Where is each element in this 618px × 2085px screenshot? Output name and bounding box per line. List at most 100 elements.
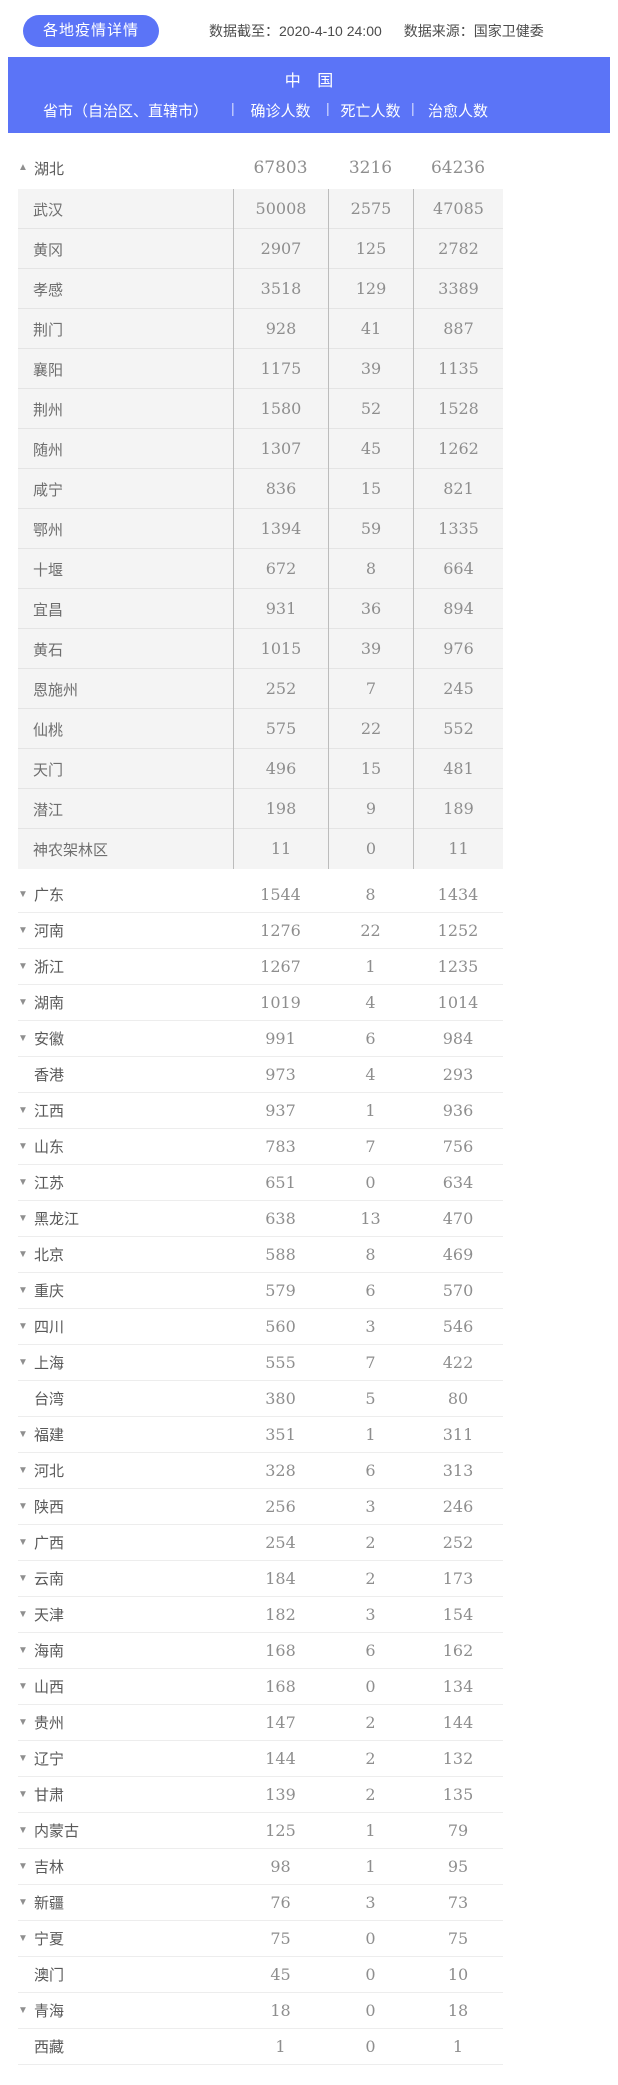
- confirmed-value: 18: [270, 2001, 291, 2020]
- expand-arrow-icon[interactable]: ▼: [18, 1644, 28, 1656]
- expand-arrow-icon[interactable]: ▼: [18, 2004, 28, 2016]
- cured-value: 1: [452, 2037, 464, 2056]
- province-row[interactable]: ▼ 贵州 147 2 144: [18, 1705, 503, 1741]
- province-row[interactable]: ▼ 江西 937 1 936: [18, 1093, 503, 1129]
- expand-arrow-icon[interactable]: ▼: [18, 960, 28, 972]
- province-name: 西藏: [34, 2039, 65, 2056]
- expand-arrow-icon[interactable]: ▼: [18, 1716, 28, 1728]
- province-row[interactable]: ▼ 湖南 1019 4 1014: [18, 985, 503, 1021]
- province-row[interactable]: ▼ 甘肃 139 2 135: [18, 1777, 503, 1813]
- expand-arrow-icon[interactable]: ▼: [18, 1032, 28, 1044]
- cured-value: 976: [413, 629, 503, 669]
- province-row[interactable]: ▼ 天津 182 3 154: [18, 1597, 503, 1633]
- expand-arrow-icon[interactable]: ▼: [18, 1572, 28, 1584]
- province-name: 湖南: [34, 995, 65, 1012]
- cured-value: 189: [413, 789, 503, 829]
- deaths-value: 6: [365, 1029, 376, 1048]
- expand-arrow-icon[interactable]: ▼: [18, 1104, 28, 1116]
- expand-arrow-icon[interactable]: ▼: [18, 924, 28, 936]
- province-row[interactable]: ▼ 辽宁 144 2 132: [18, 1741, 503, 1777]
- province-row[interactable]: ▼ 北京 588 8 469: [18, 1237, 503, 1273]
- cured-value: 821: [413, 469, 503, 509]
- deaths-value: 0: [365, 1677, 376, 1696]
- province-name: 澳门: [34, 1967, 65, 1984]
- province-row[interactable]: ▼ 云南 184 2 173: [18, 1561, 503, 1597]
- province-name: 陕西: [34, 1499, 65, 1516]
- province-row[interactable]: ▼ 上海 555 7 422: [18, 1345, 503, 1381]
- deaths-value: 0: [365, 1173, 376, 1192]
- expand-arrow-icon[interactable]: ▲: [18, 162, 28, 173]
- expand-arrow-icon[interactable]: ▼: [18, 996, 28, 1008]
- province-row[interactable]: ▼ 宁夏 75 0 75: [18, 1921, 503, 1957]
- confirmed-value: 1307: [233, 429, 328, 469]
- province-row[interactable]: ▼ 广东 1544 8 1434: [18, 877, 503, 913]
- province-row[interactable]: ▼ 江苏 651 0 634: [18, 1165, 503, 1201]
- province-row[interactable]: ▼ 青海 18 0 18: [18, 1993, 503, 2029]
- province-row[interactable]: ▼ 河北 328 6 313: [18, 1453, 503, 1489]
- expand-arrow-icon[interactable]: ▼: [18, 1680, 28, 1692]
- province-row[interactable]: ▲ 湖北 67803 3216 64236: [18, 147, 503, 189]
- topbar: 各地疫情详情 数据截至：2020-4-10 24:00 数据来源：国家卫健委: [0, 0, 618, 57]
- deaths-value: 129: [328, 269, 413, 309]
- province-row[interactable]: ▼ 海南 168 6 162: [18, 1633, 503, 1669]
- city-name: 襄阳: [33, 361, 64, 379]
- cured-value: 664: [413, 549, 503, 589]
- expand-arrow-icon[interactable]: ▼: [18, 1824, 28, 1836]
- expand-arrow-icon[interactable]: ▼: [18, 1320, 28, 1332]
- expand-arrow-icon[interactable]: ▼: [18, 1896, 28, 1908]
- province-row: 台湾 380 5 80: [18, 1381, 503, 1417]
- confirmed-value: 1019: [260, 993, 301, 1012]
- confirmed-value: 1: [275, 2037, 286, 2056]
- expand-arrow-icon[interactable]: ▼: [18, 1536, 28, 1548]
- deaths-value: 36: [328, 589, 413, 629]
- expand-arrow-icon[interactable]: ▼: [18, 1500, 28, 1512]
- expand-arrow-icon[interactable]: ▼: [18, 888, 28, 900]
- deaths-value: 15: [328, 749, 413, 789]
- expand-arrow-icon[interactable]: ▼: [18, 1788, 28, 1800]
- province-row[interactable]: ▼ 陕西 256 3 246: [18, 1489, 503, 1525]
- confirmed-value: 588: [265, 1245, 296, 1264]
- deaths-value: 3: [365, 1317, 376, 1336]
- province-row[interactable]: ▼ 浙江 1267 1 1235: [18, 949, 503, 985]
- city-row: 武汉 50008 2575 47085: [18, 189, 503, 229]
- expand-arrow-icon[interactable]: ▼: [18, 1140, 28, 1152]
- expand-arrow-icon[interactable]: ▼: [18, 1356, 28, 1368]
- confirmed-value: 973: [265, 1065, 296, 1084]
- expand-arrow-icon[interactable]: ▼: [18, 1176, 28, 1188]
- province-row[interactable]: ▼ 四川 560 3 546: [18, 1309, 503, 1345]
- province-row[interactable]: ▼ 福建 351 1 311: [18, 1417, 503, 1453]
- expand-arrow-icon[interactable]: ▼: [18, 1752, 28, 1764]
- expand-arrow-icon[interactable]: ▼: [18, 1248, 28, 1260]
- province-row[interactable]: ▼ 内蒙古 125 1 79: [18, 1813, 503, 1849]
- expand-arrow-icon[interactable]: ▼: [18, 1464, 28, 1476]
- province-row[interactable]: ▼ 重庆 579 6 570: [18, 1273, 503, 1309]
- confirmed-value: 2907: [233, 229, 328, 269]
- province-row[interactable]: ▼ 吉林 98 1 95: [18, 1849, 503, 1885]
- city-row: 恩施州 252 7 245: [18, 669, 503, 709]
- expand-arrow-icon[interactable]: ▼: [18, 1212, 28, 1224]
- expand-arrow-icon[interactable]: ▼: [18, 1608, 28, 1620]
- deaths-value: 7: [365, 1137, 376, 1156]
- region-detail-tab[interactable]: 各地疫情详情: [23, 14, 160, 47]
- expand-arrow-icon[interactable]: ▼: [18, 1860, 28, 1872]
- province-row[interactable]: ▼ 新疆 76 3 73: [18, 1885, 503, 1921]
- city-name: 恩施州: [33, 681, 79, 699]
- deaths-value: 8: [365, 1245, 376, 1264]
- province-row: 西藏 1 0 1: [18, 2029, 503, 2065]
- province-row[interactable]: ▼ 黑龙江 638 13 470: [18, 1201, 503, 1237]
- city-name: 荆门: [33, 321, 64, 339]
- hubei-city-subtable: 武汉 50008 2575 47085 黄冈 2907 125 2782 孝感 …: [18, 189, 503, 869]
- confirmed-value: 254: [265, 1533, 296, 1552]
- expand-arrow-icon[interactable]: ▼: [18, 1932, 28, 1944]
- province-row: 香港 973 4 293: [18, 1057, 503, 1093]
- expand-arrow-icon[interactable]: ▼: [18, 1284, 28, 1296]
- province-row[interactable]: ▼ 安徽 991 6 984: [18, 1021, 503, 1057]
- province-row[interactable]: ▼ 河南 1276 22 1252: [18, 913, 503, 949]
- expand-arrow-icon[interactable]: ▼: [18, 1428, 28, 1440]
- cured-value: 154: [442, 1605, 474, 1624]
- cured-value: 936: [442, 1101, 474, 1120]
- deaths-value: 0: [365, 2001, 376, 2020]
- province-row[interactable]: ▼ 山西 168 0 134: [18, 1669, 503, 1705]
- province-row[interactable]: ▼ 广西 254 2 252: [18, 1525, 503, 1561]
- province-row[interactable]: ▼ 山东 783 7 756: [18, 1129, 503, 1165]
